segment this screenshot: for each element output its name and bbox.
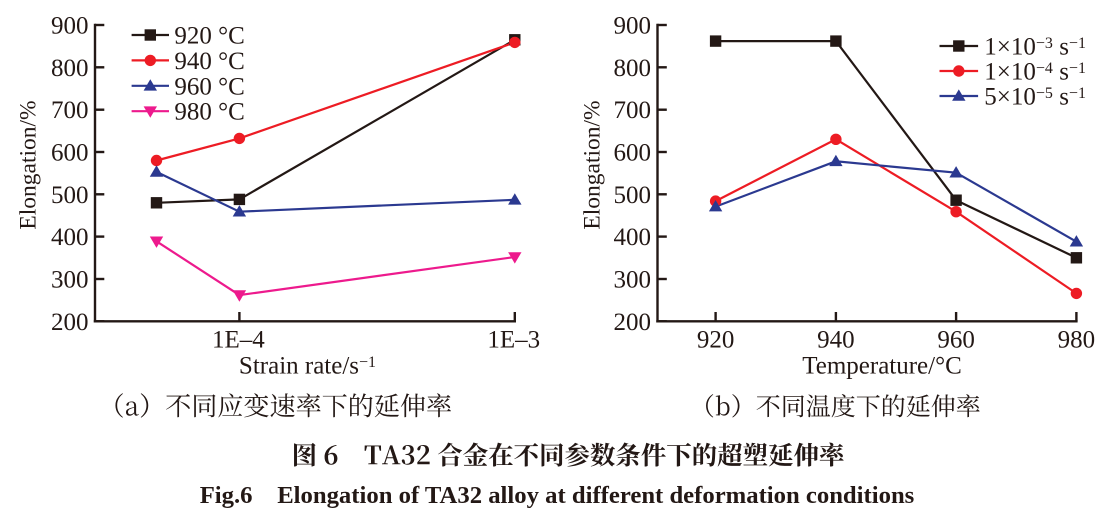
svg-text:Temperature/°C: Temperature/°C: [802, 353, 962, 380]
svg-text:700: 700: [614, 97, 652, 124]
svg-text:940 °C: 940 °C: [174, 48, 244, 75]
svg-text:940: 940: [817, 327, 855, 354]
svg-text:1E–4: 1E–4: [212, 327, 265, 354]
svg-text:400: 400: [614, 224, 652, 251]
svg-text:1E–3: 1E–3: [487, 327, 540, 354]
svg-text:300: 300: [51, 267, 89, 294]
svg-text:1×10−3 s−1: 1×10−3 s−1: [984, 34, 1086, 61]
svg-text:800: 800: [51, 55, 89, 82]
svg-text:800: 800: [614, 55, 652, 82]
svg-text:900: 900: [51, 13, 89, 40]
svg-text:960 °C: 960 °C: [174, 73, 244, 100]
svg-text:600: 600: [51, 140, 89, 167]
svg-text:Fig.6 Elongation of TA32 allo: Fig.6 Elongation of TA32 alloy at differ…: [200, 482, 915, 509]
svg-text:980 °C: 980 °C: [174, 99, 244, 126]
svg-text:700: 700: [51, 97, 89, 124]
svg-text:500: 500: [51, 182, 89, 209]
svg-text:Strain rate/s−1: Strain rate/s−1: [239, 353, 376, 380]
svg-text:960: 960: [937, 327, 975, 354]
svg-text:920 °C: 920 °C: [174, 23, 244, 50]
svg-text:Elongation/%: Elongation/%: [580, 100, 606, 229]
svg-text:300: 300: [614, 267, 652, 294]
svg-text:600: 600: [614, 140, 652, 167]
svg-text:200: 200: [614, 309, 652, 336]
svg-text:200: 200: [51, 309, 89, 336]
svg-text:Elongation/%: Elongation/%: [16, 100, 42, 229]
svg-text:920: 920: [697, 327, 735, 354]
svg-text:500: 500: [614, 182, 652, 209]
svg-text:980: 980: [1058, 327, 1096, 354]
svg-text:400: 400: [51, 224, 89, 251]
svg-text:900: 900: [614, 13, 652, 40]
